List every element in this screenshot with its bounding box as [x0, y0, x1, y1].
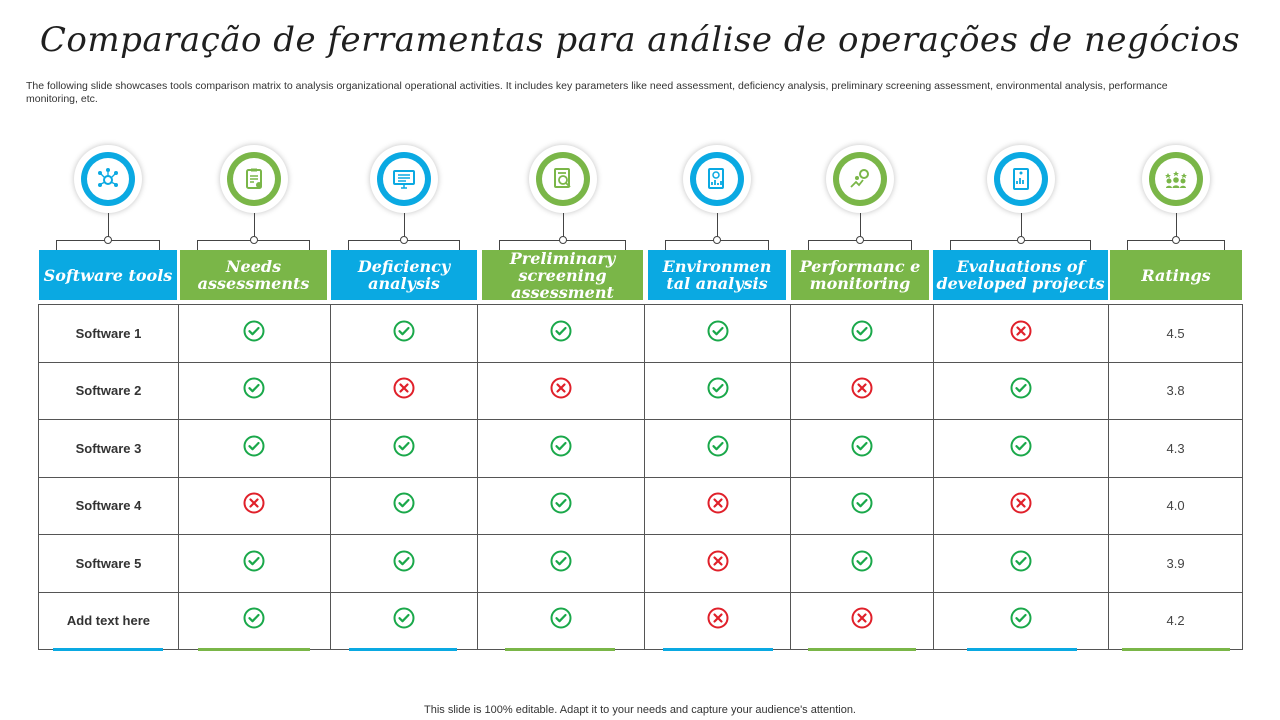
- connector-dot: [250, 236, 258, 244]
- check-icon: [644, 304, 792, 363]
- monitor-document-icon: [370, 145, 438, 213]
- rating-value: 4.0: [1108, 476, 1243, 535]
- network-icon: [74, 145, 142, 213]
- connector-stem: [1176, 213, 1177, 240]
- cross-icon: [476, 361, 646, 420]
- check-icon: [329, 419, 478, 478]
- check-icon: [177, 419, 331, 478]
- report-chart-icon: [683, 145, 751, 213]
- column-underline: [967, 648, 1077, 651]
- row-label: Software 1: [38, 304, 179, 363]
- check-icon: [790, 476, 935, 535]
- check-icon: [790, 534, 935, 593]
- table-row: Software 4 4.0: [38, 476, 1243, 535]
- team-rating-icon: [1142, 145, 1210, 213]
- connector-stem: [563, 213, 564, 240]
- check-icon: [644, 419, 792, 478]
- cross-icon: [644, 534, 792, 593]
- row-label: Add text here: [38, 591, 179, 650]
- connector-dot: [856, 236, 864, 244]
- connector-dot: [1172, 236, 1180, 244]
- column-header: Ratings: [1110, 250, 1242, 300]
- rating-value: 3.8: [1108, 361, 1243, 420]
- slide-title: Comparação de ferramentas para análise d…: [39, 20, 1241, 60]
- column-header: Deficiency analysis: [331, 250, 477, 300]
- cross-icon: [933, 304, 1110, 363]
- check-icon: [476, 304, 646, 363]
- connector-stem: [1021, 213, 1022, 240]
- performance-gear-icon: [826, 145, 894, 213]
- cross-icon: [329, 361, 478, 420]
- table-row: Software 5 3.9: [38, 534, 1243, 593]
- cross-icon: [644, 476, 792, 535]
- check-icon: [329, 476, 478, 535]
- cross-icon: [790, 361, 935, 420]
- rating-value: 4.5: [1108, 304, 1243, 363]
- row-label: Software 3: [38, 419, 179, 478]
- cross-icon: [790, 591, 935, 650]
- connector-stem: [108, 213, 109, 240]
- column-underline: [53, 648, 163, 651]
- check-icon: [329, 304, 478, 363]
- column-underline: [663, 648, 773, 651]
- connector-stem: [860, 213, 861, 240]
- connector-stem: [404, 213, 405, 240]
- row-label: Software 2: [38, 361, 179, 420]
- table-row: Software 2 3.8: [38, 361, 1243, 420]
- connector-dot: [713, 236, 721, 244]
- column-underline: [349, 648, 457, 651]
- column-header: Evaluations of developed projects: [933, 250, 1108, 300]
- check-icon: [476, 476, 646, 535]
- check-icon: [177, 591, 331, 650]
- cross-icon: [933, 476, 1110, 535]
- rating-value: 3.9: [1108, 534, 1243, 593]
- document-search-icon: [529, 145, 597, 213]
- column-header: Performanc e monitoring: [791, 250, 929, 300]
- rating-value: 4.2: [1108, 591, 1243, 650]
- column-underline: [1122, 648, 1230, 651]
- check-icon: [933, 361, 1110, 420]
- cross-icon: [177, 476, 331, 535]
- check-icon: [177, 304, 331, 363]
- column-header: Needs assessments: [180, 250, 327, 300]
- check-icon: [790, 419, 935, 478]
- table-row: Add text here 4.2: [38, 591, 1243, 650]
- column-header: Software tools: [39, 250, 177, 300]
- slide-footer: This slide is 100% editable. Adapt it to…: [424, 704, 856, 716]
- evaluation-report-icon: [987, 145, 1055, 213]
- connector-stem: [254, 213, 255, 240]
- rating-value: 4.3: [1108, 419, 1243, 478]
- row-label: Software 5: [38, 534, 179, 593]
- connector-dot: [400, 236, 408, 244]
- row-label: Software 4: [38, 476, 179, 535]
- table-row: Software 1 4.5: [38, 304, 1243, 363]
- table-row: Software 3 4.3: [38, 419, 1243, 478]
- column-underline: [505, 648, 615, 651]
- check-icon: [476, 534, 646, 593]
- check-icon: [476, 591, 646, 650]
- clipboard-check-icon: [220, 145, 288, 213]
- check-icon: [644, 361, 792, 420]
- connector-dot: [1017, 236, 1025, 244]
- check-icon: [329, 534, 478, 593]
- column-underline: [808, 648, 916, 651]
- check-icon: [933, 534, 1110, 593]
- cross-icon: [644, 591, 792, 650]
- check-icon: [476, 419, 646, 478]
- check-icon: [329, 591, 478, 650]
- column-header: Environmen tal analysis: [648, 250, 786, 300]
- column-header: Preliminary screening assessment: [482, 250, 643, 300]
- check-icon: [790, 304, 935, 363]
- check-icon: [933, 419, 1110, 478]
- connector-stem: [717, 213, 718, 240]
- check-icon: [933, 591, 1110, 650]
- comparison-table: Software 1 4.5 Software 2 3.8 Software 3 4.3 S…: [38, 304, 1243, 650]
- check-icon: [177, 361, 331, 420]
- check-icon: [177, 534, 331, 593]
- column-underline: [198, 648, 310, 651]
- slide-description: The following slide showcases tools comp…: [26, 80, 1168, 105]
- connector-dot: [104, 236, 112, 244]
- connector-dot: [559, 236, 567, 244]
